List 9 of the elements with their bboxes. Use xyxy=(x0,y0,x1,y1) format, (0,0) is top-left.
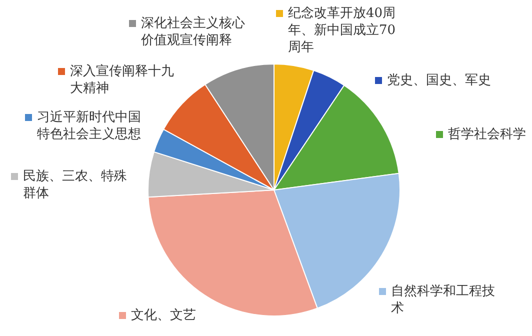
legend-label: 民族、三农、特殊群体 xyxy=(23,168,128,202)
legend-label: 深化社会主义核心价值观宣传阐释 xyxy=(141,15,246,49)
legend-label: 自然科学和工程技术 xyxy=(391,283,496,317)
legend-label: 文化、文艺 xyxy=(131,307,197,324)
legend-label: 党史、国史、军史 xyxy=(387,72,492,89)
legend-label: 习近平新时代中国特色社会主义思想 xyxy=(37,109,142,143)
legend-label: 纪念改革开放40周年、新中国成立70周年 xyxy=(288,5,397,56)
legend-label: 深入宣传阐释十九大精神 xyxy=(70,63,175,97)
legend-label: 哲学社会科学 xyxy=(448,126,527,143)
